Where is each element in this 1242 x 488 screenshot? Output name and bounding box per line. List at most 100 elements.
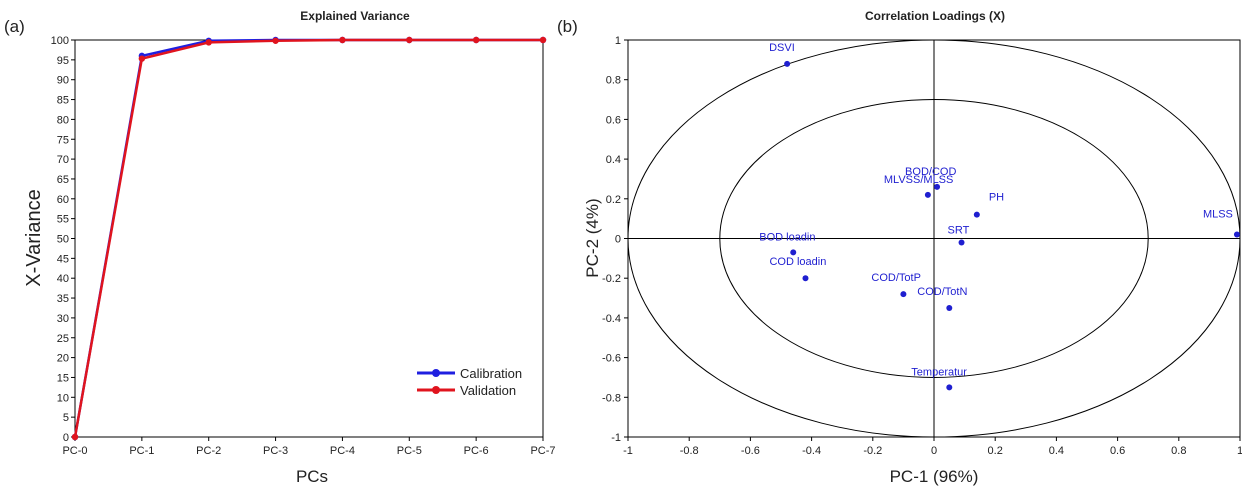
y-tick-label: 0 <box>615 234 621 246</box>
y-tick-label: 10 <box>57 392 69 404</box>
explained-variance-chart: (a) Explained Variance 0 5 10 15 20 25 30 35 40 4… <box>4 9 556 486</box>
chart-b-title: Correlation Loadings (X) <box>865 9 1005 23</box>
y-tick-label: 85 <box>57 95 69 107</box>
chart-b-y-axis: 1 0.8 0.6 0.4 0.2 0 -0.2 -0.4 -0.6 -0.8 -1 <box>602 35 628 444</box>
loading-point <box>946 384 953 391</box>
x-tick-label: 0 <box>931 445 937 457</box>
x-tick-label: 0.8 <box>1171 445 1186 457</box>
loading-point <box>790 249 797 256</box>
loading-point <box>946 304 953 311</box>
y-tick-label: 0.2 <box>606 194 621 206</box>
y-tick-label: 5 <box>63 412 69 424</box>
x-tick-label: PC-7 <box>530 445 555 457</box>
y-tick-label: 50 <box>57 234 69 246</box>
validation-point <box>472 36 480 44</box>
loading-point <box>973 211 980 218</box>
loading-label: DSVI <box>769 42 795 54</box>
loading-label: COD/TotP <box>871 272 921 284</box>
y-tick-label: 0 <box>63 432 69 444</box>
y-tick-label: 95 <box>57 55 69 67</box>
y-tick-label: 100 <box>51 35 69 47</box>
validation-point <box>138 55 146 62</box>
loading-point <box>934 183 941 190</box>
chart-a-y-label: X-Variance <box>23 189 45 286</box>
legend-validation-marker <box>432 386 440 394</box>
loading-point <box>802 275 809 282</box>
x-tick-label: 1 <box>1237 445 1242 457</box>
loading-label: Temperatur <box>911 366 967 378</box>
x-tick-label: PC-0 <box>62 445 87 457</box>
chart-a-series <box>71 36 547 441</box>
y-tick-label: -0.8 <box>602 392 621 404</box>
y-tick-label: 40 <box>57 273 69 285</box>
loading-label: MLVSS/MLSS <box>884 174 954 186</box>
panel-a-label: (a) <box>4 17 25 36</box>
validation-series-line <box>73 38 543 438</box>
legend-calibration-marker <box>432 369 440 377</box>
x-tick-label: -0.4 <box>802 445 821 457</box>
y-tick-label: 80 <box>57 114 69 126</box>
validation-point <box>272 37 279 44</box>
x-tick-label: PC-2 <box>196 445 221 457</box>
y-tick-label: 25 <box>57 333 69 345</box>
loading-label: PH <box>989 192 1004 204</box>
y-tick-label: 55 <box>57 214 69 226</box>
chart-a-title: Explained Variance <box>300 9 410 23</box>
validation-point <box>406 36 413 44</box>
loading-label: BOD loadin <box>759 231 815 243</box>
y-tick-label: 0.8 <box>606 75 621 87</box>
loading-point <box>1233 231 1240 238</box>
x-tick-label: PC-4 <box>330 445 355 457</box>
x-tick-label: PC-6 <box>464 445 489 457</box>
y-tick-label: 65 <box>57 174 69 186</box>
validation-point <box>339 36 346 44</box>
legend-validation-label: Validation <box>460 383 516 398</box>
y-tick-label: 35 <box>57 293 69 305</box>
y-tick-label: 0.6 <box>606 114 621 126</box>
y-tick-label: -1 <box>611 432 621 444</box>
chart-a-x-label: PCs <box>296 467 328 486</box>
x-tick-label: PC-3 <box>263 445 288 457</box>
loading-point <box>784 60 791 67</box>
y-tick-label: 75 <box>57 134 69 146</box>
correlation-loadings-chart: (b) Correlation Loadings (X) 1 0.8 0.6 0.4 0… <box>557 9 1242 486</box>
loading-point <box>924 191 931 198</box>
x-tick-label: 0.4 <box>1049 445 1064 457</box>
y-tick-label: 15 <box>57 372 69 384</box>
y-tick-label: 90 <box>57 75 69 87</box>
chart-b-x-axis: -1 -0.8 -0.6 -0.4 -0.2 0 0.2 0.4 0.6 0.8 1 <box>623 437 1242 457</box>
chart-a-y-axis: 0 5 10 15 20 25 30 35 40 45 50 55 60 65 70 75 80 85 90 95 10… <box>51 35 75 444</box>
y-tick-label: -0.2 <box>602 273 621 285</box>
y-tick-label: 60 <box>57 194 69 206</box>
y-tick-label: 45 <box>57 253 69 265</box>
y-tick-label: 70 <box>57 154 69 166</box>
x-tick-label: -0.2 <box>863 445 882 457</box>
y-tick-label: 20 <box>57 353 69 365</box>
loading-point <box>958 239 965 246</box>
loading-label: SRT <box>948 224 970 236</box>
y-tick-label: 1 <box>615 35 621 47</box>
validation-point <box>71 433 79 441</box>
x-tick-label: PC-5 <box>397 445 422 457</box>
x-tick-label: -1 <box>623 445 633 457</box>
legend-calibration-label: Calibration <box>460 366 522 381</box>
chart-b-y-label: PC-2 (4%) <box>583 198 602 277</box>
y-tick-label: -0.6 <box>602 353 621 365</box>
chart-b-x-label: PC-1 (96%) <box>890 467 979 486</box>
loading-label: BOD/COD <box>905 166 956 178</box>
x-tick-label: 0.2 <box>988 445 1003 457</box>
validation-point <box>205 39 212 46</box>
y-tick-label: -0.4 <box>602 313 621 325</box>
x-tick-label: -0.6 <box>741 445 760 457</box>
validation-point <box>539 36 547 44</box>
loading-label: COD/TotN <box>917 286 967 298</box>
x-tick-label: -0.8 <box>680 445 699 457</box>
chart-a-x-axis: PC-0 PC-1 PC-2 PC-3 PC-4 PC-5 PC-6 PC-7 <box>62 437 556 457</box>
y-tick-label: 0.4 <box>606 154 621 166</box>
x-tick-label: 0.6 <box>1110 445 1125 457</box>
chart-b-zero-axes <box>628 40 1240 437</box>
loading-label: COD loadin <box>769 256 826 268</box>
panel-b-label: (b) <box>557 17 578 36</box>
